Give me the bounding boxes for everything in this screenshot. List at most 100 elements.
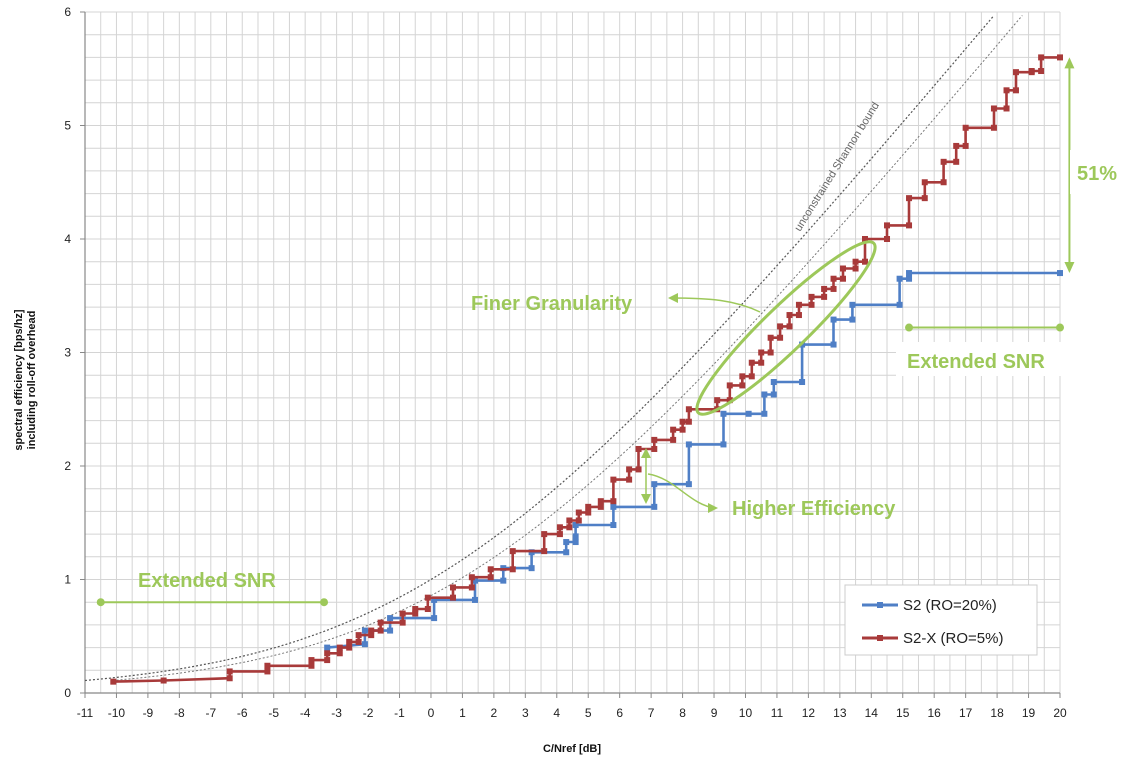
- x-tick-label: 11: [771, 706, 784, 720]
- annotation-finer-granularity: Finer Granularity: [471, 240, 877, 416]
- x-tick-label: -9: [143, 706, 154, 720]
- data-point: [990, 124, 997, 131]
- x-tick-label: 7: [648, 706, 655, 720]
- data-point: [336, 650, 343, 657]
- data-point: [685, 481, 692, 488]
- data-point: [575, 509, 582, 516]
- x-tick-label: 19: [1022, 706, 1036, 720]
- data-point: [585, 509, 592, 516]
- data-point: [795, 301, 802, 308]
- annotation-extended-snr-left: Extended SNR: [96, 570, 329, 607]
- data-point: [852, 265, 859, 272]
- data-point: [472, 577, 478, 584]
- data-point: [685, 418, 692, 425]
- extended-snr-right-end-dot: [1056, 323, 1064, 332]
- shannon-bound-curve: [84, 15, 995, 682]
- data-point: [377, 619, 384, 626]
- data-point: [808, 301, 815, 308]
- data-point: [556, 531, 563, 538]
- data-point: [1012, 69, 1019, 76]
- data-point: [308, 657, 315, 664]
- higher-efficiency-connector-head: [708, 503, 718, 513]
- y-axis-title-line1: spectral efficiency [bps/hz]: [13, 309, 25, 451]
- x-tick-label: -4: [300, 706, 311, 720]
- annotation-gain: 51%: [1064, 57, 1122, 274]
- data-point: [786, 323, 793, 330]
- data-point: [528, 565, 535, 572]
- data-point: [830, 275, 837, 282]
- x-tick-label: 18: [990, 706, 1004, 720]
- data-point: [541, 531, 548, 538]
- data-point: [500, 577, 507, 584]
- y-tick-label: 2: [64, 459, 71, 473]
- data-point: [651, 445, 658, 452]
- x-tick-label: 14: [865, 706, 879, 720]
- x-tick-label: 1: [459, 706, 466, 720]
- data-point: [849, 301, 856, 308]
- data-point: [610, 522, 617, 529]
- data-point: [761, 391, 768, 398]
- data-point: [1057, 54, 1063, 61]
- series-line: [327, 271, 1060, 649]
- data-point: [940, 179, 947, 186]
- y-tick-label: 6: [64, 5, 71, 19]
- data-point: [679, 418, 686, 425]
- x-tick-label: 12: [802, 706, 816, 720]
- finer-granularity-label: Finer Granularity: [471, 293, 633, 315]
- data-point: [839, 265, 846, 272]
- data-point: [346, 644, 353, 651]
- data-point: [324, 657, 331, 664]
- x-tick-label: 4: [553, 706, 560, 720]
- data-point: [770, 379, 777, 386]
- data-point: [572, 533, 579, 540]
- x-tick-label: -7: [205, 706, 216, 720]
- legend-box: [844, 584, 1038, 656]
- data-point: [862, 236, 868, 242]
- x-tick-label: -8: [174, 706, 185, 720]
- data-point: [355, 632, 362, 639]
- data-point: [377, 627, 384, 634]
- data-point: [786, 312, 793, 319]
- data-point: [714, 397, 721, 404]
- data-point: [110, 678, 117, 685]
- x-tick-label: 16: [928, 706, 942, 720]
- data-point: [1057, 270, 1063, 277]
- data-point: [862, 258, 868, 265]
- gridlines: [84, 11, 1061, 694]
- x-tick-label: 0: [428, 706, 435, 720]
- data-point: [670, 436, 677, 443]
- data-point: [748, 359, 755, 366]
- data-point: [368, 627, 375, 634]
- data-point: [884, 236, 891, 242]
- data-point: [399, 619, 406, 626]
- data-point: [308, 662, 315, 669]
- gain-arrowhead-down: [1064, 262, 1075, 274]
- data-point: [651, 481, 658, 488]
- data-point: [921, 195, 928, 202]
- data-point: [449, 584, 456, 591]
- data-point: [412, 606, 419, 613]
- data-point: [566, 517, 573, 524]
- data-point: [635, 445, 642, 452]
- data-point: [940, 158, 947, 165]
- legend-item-s2: S2 (RO=20%): [862, 597, 997, 614]
- data-point: [651, 436, 658, 443]
- data-point: [830, 316, 837, 323]
- x-tick-label: 3: [522, 706, 529, 720]
- data-point: [1038, 68, 1045, 75]
- higher-efficiency-arrowhead-down: [641, 494, 651, 504]
- data-point: [468, 584, 475, 591]
- x-tick-label: -3: [331, 706, 342, 720]
- data-point: [777, 323, 784, 330]
- y-tick-label: 3: [64, 346, 71, 360]
- data-point: [346, 638, 353, 645]
- data-point: [610, 503, 617, 510]
- x-tick-label: 9: [711, 706, 718, 720]
- data-point: [597, 498, 604, 505]
- data-point: [336, 644, 343, 651]
- legend-label-s2: S2 (RO=20%): [903, 597, 997, 614]
- data-point: [399, 610, 406, 617]
- x-tick-label: 20: [1053, 706, 1067, 720]
- data-point: [361, 641, 368, 648]
- data-point: [921, 179, 928, 186]
